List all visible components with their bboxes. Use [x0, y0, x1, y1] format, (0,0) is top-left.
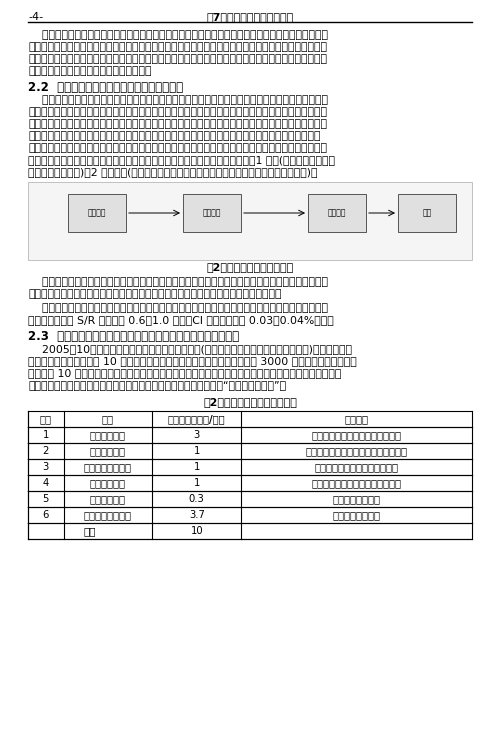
Text: 往往含有较高的水分和有害物质成分，仅仅是利用水泥厂进行销毁面已；工业废物的规模化利用将只能采: 往往含有较高的水分和有害物质成分，仅仅是利用水泥厂进行销毁面已；工业废物的规模化…: [28, 143, 327, 153]
Text: 2.3  工程实例（北京金隅集团城市工业废弃物综合处置示范线）: 2.3 工程实例（北京金隅集团城市工业废弃物综合处置示范线）: [28, 330, 239, 343]
Text: 替代燃料制备系统: 替代燃料制备系统: [84, 462, 132, 472]
Text: 飞灰处理系统: 飞灰处理系统: [90, 494, 126, 504]
Text: 3: 3: [42, 462, 49, 472]
Text: 2.2  中材国际工程股份公司天津公司技术特色: 2.2 中材国际工程股份公司天津公司技术特色: [28, 81, 183, 94]
Text: 针对生活垃圾热値低、灰分大、干化困难的特点，采用其他焚烧处置工艺往往具有较高的运行成本，: 针对生活垃圾热値低、灰分大、干化困难的特点，采用其他焚烧处置工艺往往具有较高的运…: [28, 277, 328, 287]
Text: 处置对象: 处置对象: [344, 414, 368, 424]
Text: 1: 1: [194, 478, 200, 488]
Text: 置废弃物 10 万吨的能力，实现了废弃物减量化、无害化、资源化处置。该水泥厂被国家发改委评为第一批: 置废弃物 10 万吨的能力，实现了废弃物减量化、无害化、资源化处置。该水泥厂被国…: [28, 368, 342, 378]
Text: 1: 1: [194, 462, 200, 472]
Text: 调质设备: 调质设备: [203, 209, 221, 218]
Text: 生活垃圾焚烧飞灰: 生活垃圾焚烧飞灰: [332, 494, 380, 504]
Bar: [183, 194, 241, 232]
Text: 图2多种废弃物预处理流程图: 图2多种废弃物预处理流程图: [206, 262, 294, 272]
Bar: [28, 182, 472, 260]
Text: 2: 2: [42, 446, 49, 456]
Text: 分附加値较高的工业废弃物方面。针对我国废物管理的现状，从中材国际工程股份公司天津公司收集到的: 分附加値较高的工业废弃物方面。针对我国废物管理的现状，从中材国际工程股份公司天津…: [28, 107, 327, 117]
Text: 3: 3: [194, 430, 200, 440]
Text: 6: 6: [42, 510, 49, 520]
Text: 国家循环经济试点单位，同时该厂被英国《国际水泥评论》杂志誉为“生态友好型企业”。: 国家循环经济试点单位，同时该厂被英国《国际水泥评论》杂志誉为“生态友好型企业”。: [28, 380, 286, 390]
Text: 1: 1: [194, 446, 200, 456]
Text: 合计: 合计: [84, 526, 96, 536]
Text: 废酸硌液、有机溶剂、乔化液、矿物油: 废酸硌液、有机溶剂、乔化液、矿物油: [306, 446, 408, 456]
Text: 废物中的硫、氯、硌含量对水泥厂生产有较大的影响，水泥行业的控制标准为，折合至入窑生料其硫: 废物中的硫、氯、硌含量对水泥厂生产有较大的影响，水泥行业的控制标准为，折合至入窑…: [28, 303, 328, 313]
Text: 2005年10月，由中材国际工程股份公司天津公司(原天津水泥工业设计研究院有限公司)设计的北京金: 2005年10月，由中材国际工程股份公司天津公司(原天津水泥工业设计研究院有限公…: [28, 344, 352, 354]
Text: 废液处理系统: 废液处理系统: [90, 446, 126, 456]
Text: 系统: 系统: [102, 414, 114, 424]
Text: 1: 1: [42, 430, 49, 440]
Text: 焚烧残渣处理系统: 焚烧残渣处理系统: [84, 510, 132, 520]
Text: 生活垃圾焚烧残渣: 生活垃圾焚烧残渣: [332, 510, 380, 520]
Bar: [398, 194, 456, 232]
Text: 5: 5: [42, 494, 49, 504]
Text: 0.3: 0.3: [189, 494, 204, 504]
Text: 4: 4: [42, 478, 49, 488]
Text: 废渣制备系统: 废渣制备系统: [90, 430, 126, 440]
Text: 隅集团北京水泥厂年处理 10 万吨废弃物示范线工程全线投产。该生产线日产 3000 吨水泥熟料，具有年处: 隅集团北京水泥厂年处理 10 万吨废弃物示范线工程全线投产。该生产线日产 300…: [28, 356, 357, 366]
Text: 搭配，添加量严格受到火焰温度要求的制约，在分解炉内应用这些替代燃料一般不会对分解炉的气流的停: 搭配，添加量严格受到火焰温度要求的制约，在分解炉内应用这些替代燃料一般不会对分解…: [28, 42, 327, 52]
Text: 工业污泥、下水道污泥、干化污泥: 工业污泥、下水道污泥、干化污泥: [312, 478, 402, 488]
Text: 留时间有额外的要求，采用正常的操作方式能满足废物的处置利用，适当减小固体废弃物颗粒直径，可以: 留时间有额外的要求，采用正常的操作方式能满足废物的处置利用，适当减小固体废弃物颗…: [28, 54, 327, 64]
Text: 硌元素的当量比 S/R 应控制在 0.6～1.0 左右，Cl 元素则控制在 0.03～0.04%以下。: 硌元素的当量比 S/R 应控制在 0.6～1.0 左右，Cl 元素则控制在 0.…: [28, 315, 334, 325]
Text: 污泥、工业垃圾、废渣液、废填等: 污泥、工业垃圾、废渣液、废填等: [312, 430, 402, 440]
Text: 污泥搅拌系统: 污泥搅拌系统: [90, 478, 126, 488]
Text: 用处置为主，能源回收为辅的原则。基于以上观点，危险废物预处理主要包括：1 破碎(将固体废弃物破碎: 用处置为主，能源回收为辅的原则。基于以上观点，危险废物预处理主要包括：1 破碎(…: [28, 155, 335, 165]
Text: 10: 10: [190, 526, 203, 536]
Text: 处置能力（万吨/年）: 处置能力（万吨/年）: [168, 414, 226, 424]
Text: 废弃物数据来看，目前国内很少有专门对废弃物进行分散、稳定、均质化的预处理公司，与国外采用均质: 废弃物数据来看，目前国内很少有专门对废弃物进行分散、稳定、均质化的预处理公司，与…: [28, 119, 327, 129]
Text: 确保废弃物在分解炉内保持更好的燃尽度；: 确保废弃物在分解炉内保持更好的燃尽度；: [28, 66, 152, 76]
Text: 序号: 序号: [40, 414, 52, 424]
Bar: [68, 194, 126, 232]
Text: 和调热处理过的废弃物不同，国内水泥厂能采用的废弃物热値、成分波动很大，国内可处理利用的废物: 和调热处理过的废弃物不同，国内水泥厂能采用的废弃物热値、成分波动很大，国内可处理…: [28, 131, 320, 141]
Text: 至水泥窑接受要求)；2 混合调质(对不同来源的废弃物完成混合调质均化，达到稳定成分的要求)。: 至水泥窑接受要求)；2 混合调质(对不同来源的废弃物完成混合调质均化，达到稳定成…: [28, 167, 318, 177]
Bar: [308, 194, 366, 232]
Text: 应用于窩头主燃烧器的废弃物必须是高热値、低水分、小颗粒的废物替代燃料，并且通常需要和煤粉: 应用于窩头主燃烧器的废弃物必须是高热値、低水分、小颗粒的废物替代燃料，并且通常需…: [28, 30, 328, 40]
Text: 第7届水泥技术交流会论文集: 第7届水泥技术交流会论文集: [206, 12, 294, 22]
Text: 输送设备: 输送设备: [328, 209, 346, 218]
Text: 利用水泥窑协同处置生活垃圾可以显著降低固定投资和运行成本，具有较高的社会效益。: 利用水泥窑协同处置生活垃圾可以显著降低固定投资和运行成本，具有较高的社会效益。: [28, 289, 281, 299]
Text: 废纸、废塑料、编织袋、废树脂: 废纸、废塑料、编织袋、废树脂: [314, 462, 398, 472]
Text: 破碎设备: 破碎设备: [88, 209, 106, 218]
Text: 表2示范线处置对象及消纳能力: 表2示范线处置对象及消纳能力: [203, 397, 297, 407]
Text: 3.7: 3.7: [189, 510, 204, 520]
Text: -4-: -4-: [28, 12, 43, 22]
Text: 在利用水泥窑协同处置固体废弃物方面，中材国际工程股份公司天津公司着重点立足于危险废物及部: 在利用水泥窑协同处置固体废弃物方面，中材国际工程股份公司天津公司着重点立足于危险…: [28, 95, 328, 105]
Text: 入窑: 入窑: [422, 209, 432, 218]
